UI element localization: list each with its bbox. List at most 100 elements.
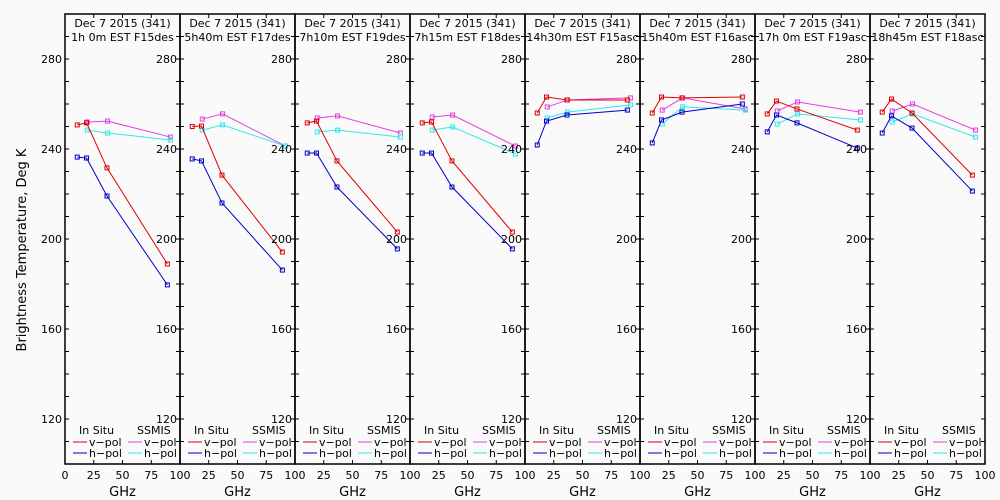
data-point-insitu-v [394,229,400,235]
data-point-ssmis-v [335,113,341,119]
x-tick-label: 100 [515,469,536,482]
data-point-ssmis-h [450,124,456,130]
y-tick-label: 280 [501,53,522,66]
y-tick-label: 120 [386,413,407,426]
legend-label-insitu-hpol: h−pol [319,447,352,460]
y-tick-label: 160 [156,323,177,336]
series-line-insitu-h [422,152,513,250]
y-tick-label: 160 [846,323,867,336]
x-tick-label: 25 [662,469,676,482]
x-axis-label: GHz [684,485,711,500]
legend-title-insitu: In Situ [194,424,229,437]
panel-3: 120 160 200 240 280 25 50 75 100 GHz Dec 7 2015 (3… [271,13,421,500]
y-tick-label: 160 [501,323,522,336]
data-point-insitu-v [84,120,90,126]
y-tick-label: 120 [731,413,752,426]
data-point-insitu-v [104,165,110,171]
x-tick-label: 75 [144,469,158,482]
legend-title-insitu: In Situ [654,424,689,437]
legend-label-ssmis-vpol: v−pol [834,436,867,449]
data-point-insitu-v [534,110,540,116]
legend-label-insitu-vpol: v−pol [549,436,582,449]
data-point-ssmis-v [167,134,173,140]
x-tick-label: 50 [116,469,130,482]
data-point-ssmis-h [627,102,633,108]
series-line-ssmis-h [547,104,631,119]
panels: 120 160 200 240 280 0 25 50 75 100 GHz Dec 7 2015 (… [41,13,996,500]
data-point-ssmis-v [314,115,320,121]
x-tick-label: 25 [87,469,101,482]
x-tick-label: 50 [346,469,360,482]
x-tick-label: 0 [62,469,69,482]
x-tick-label: 25 [777,469,791,482]
y-tick-label: 160 [271,323,292,336]
data-point-ssmis-h [742,107,748,113]
x-axis-label: GHz [799,485,826,500]
x-tick-label: 25 [202,469,216,482]
x-tick-label: 50 [806,469,820,482]
data-point-ssmis-h [774,121,780,127]
data-point-ssmis-h [565,109,571,115]
data-point-insitu-h [659,117,665,123]
legend-title-ssmis: SSMIS [482,424,516,437]
legend-label-insitu-vpol: v−pol [204,436,237,449]
data-point-insitu-h [104,193,110,199]
data-point-insitu-h [649,140,655,146]
legend-title-ssmis: SSMIS [827,424,861,437]
data-point-insitu-h [764,129,770,135]
series-line-insitu-h [651,103,743,144]
y-tick-label: 280 [846,53,867,66]
data-point-insitu-v [764,111,770,117]
series-line-insitu-v [536,96,628,114]
legend-label-ssmis-vpol: v−pol [604,436,637,449]
data-point-insitu-h [774,112,780,118]
panel-2: 120 160 200 240 280 25 50 75 100 GHz Dec 7 2015 (3… [156,13,306,500]
panel-title-time: 1h 0m EST F15des [71,31,174,44]
y-tick-label: 280 [41,53,62,66]
x-tick-label: 50 [921,469,935,482]
legend-label-insitu-hpol: h−pol [89,447,122,460]
x-axis-label: GHz [569,485,596,500]
legend-label-insitu-vpol: v−pol [434,436,467,449]
series-line-ssmis-v [777,101,861,113]
data-point-ssmis-h [857,117,863,123]
data-point-insitu-h [419,150,425,156]
y-axis-label: Brightness Temperature, Deg K [15,148,30,351]
panel-title-time: 5h40m EST F17des [184,31,290,44]
legend-title-insitu: In Situ [424,424,459,437]
y-tick-label: 200 [616,233,637,246]
panel-title-time: 7h10m EST F19des [299,31,405,44]
data-point-insitu-v [419,120,425,126]
legend-label-insitu-vpol: v−pol [664,436,697,449]
y-tick-label: 120 [271,413,292,426]
data-point-insitu-v [969,172,975,178]
series-line-insitu-v [881,98,973,176]
y-tick-label: 240 [386,143,407,156]
data-point-ssmis-v [450,112,456,118]
y-tick-label: 240 [156,143,177,156]
data-point-ssmis-h [282,143,288,149]
series-line-insitu-h [536,109,628,146]
x-axis-label: GHz [109,485,136,500]
data-point-insitu-h [279,267,285,273]
panel-title-time: 15h40m EST F16asc [641,31,753,44]
legend-label-ssmis-hpol: h−pol [489,447,522,460]
data-point-insitu-v [279,249,285,255]
y-tick-label: 280 [386,53,407,66]
x-tick-label: 100 [630,469,651,482]
data-point-insitu-v [429,119,435,125]
data-point-insitu-h [509,246,515,252]
y-tick-label: 280 [156,53,177,66]
series-line-insitu-h [192,158,283,271]
legend-title-insitu: In Situ [884,424,919,437]
data-point-ssmis-h [105,130,111,136]
data-point-insitu-h [334,184,340,190]
x-tick-label: 75 [259,469,273,482]
panel-7: 120 160 200 240 280 25 50 75 100 GHz Dec 7 2015 (3… [731,13,881,500]
x-tick-label: 75 [719,469,733,482]
panel-title-date: Dec 7 2015 (341) [764,17,860,30]
x-tick-label: 100 [745,469,766,482]
panel-4: 120 160 200 240 280 25 50 75 100 GHz Dec 7 2015 (3… [386,13,536,500]
series-line-insitu-v [766,100,858,131]
